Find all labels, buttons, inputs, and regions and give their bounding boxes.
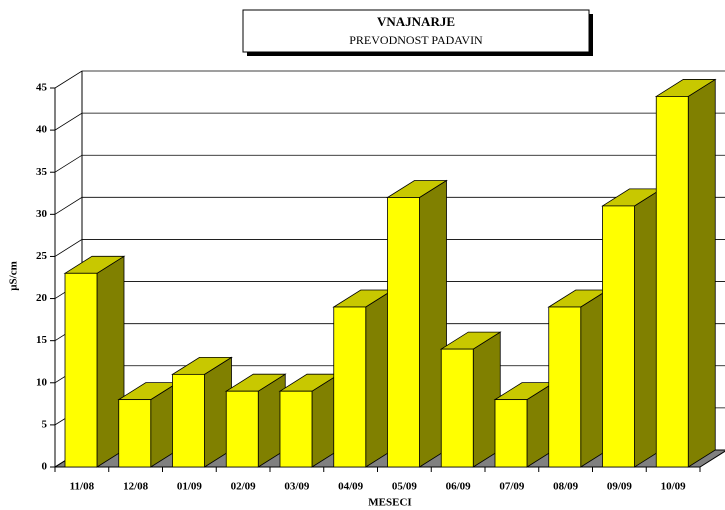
x-tick-label: 10/09 xyxy=(661,481,687,493)
x-axis-label: MESECI xyxy=(368,497,411,509)
chart-title: VNAJNARJE xyxy=(377,14,455,29)
grid-line xyxy=(54,196,725,215)
grid-line xyxy=(54,70,725,89)
title-box xyxy=(242,9,590,53)
bar xyxy=(333,306,367,468)
bar xyxy=(279,390,313,468)
y-tick-label: 0 xyxy=(42,461,48,473)
x-tick-label: 03/09 xyxy=(284,481,310,493)
bar xyxy=(118,399,152,468)
grid-line xyxy=(54,112,725,131)
bar xyxy=(655,96,689,468)
x-tick-label: 05/09 xyxy=(392,481,418,493)
bar xyxy=(602,205,635,468)
x-tick-label: 07/09 xyxy=(499,481,525,493)
bar xyxy=(494,399,528,468)
grid-line xyxy=(54,239,725,257)
y-axis-label: µS/cm xyxy=(8,261,20,291)
y-tick-label: 10 xyxy=(36,376,48,388)
x-tick-label: 06/09 xyxy=(446,481,472,493)
bar xyxy=(225,390,259,468)
y-tick-label: 40 xyxy=(36,124,48,136)
y-tick-label: 20 xyxy=(36,292,48,304)
y-tick-label: 30 xyxy=(36,208,48,220)
x-tick-label: 09/09 xyxy=(607,481,633,493)
y-tick-label: 15 xyxy=(36,334,48,346)
grid-line xyxy=(54,154,725,173)
bar-side xyxy=(687,78,716,468)
x-tick-label: 04/09 xyxy=(338,481,364,493)
bar xyxy=(387,197,420,468)
y-tick-label: 35 xyxy=(36,166,48,178)
x-tick-label: 08/09 xyxy=(553,481,579,493)
x-tick-label: 02/09 xyxy=(231,481,257,493)
y-tick-label: 45 xyxy=(36,82,48,94)
bar xyxy=(440,348,474,468)
bar xyxy=(548,306,582,468)
bar xyxy=(64,272,98,468)
y-tick-label: 5 xyxy=(42,418,48,430)
y-tick-label: 25 xyxy=(36,250,48,262)
bar xyxy=(172,373,205,468)
x-tick-label: 11/08 xyxy=(70,481,95,493)
x-tick-label: 01/09 xyxy=(177,481,203,493)
x-tick-label: 12/08 xyxy=(123,481,149,493)
chart-subtitle: PREVODNOST PADAVIN xyxy=(349,33,483,47)
